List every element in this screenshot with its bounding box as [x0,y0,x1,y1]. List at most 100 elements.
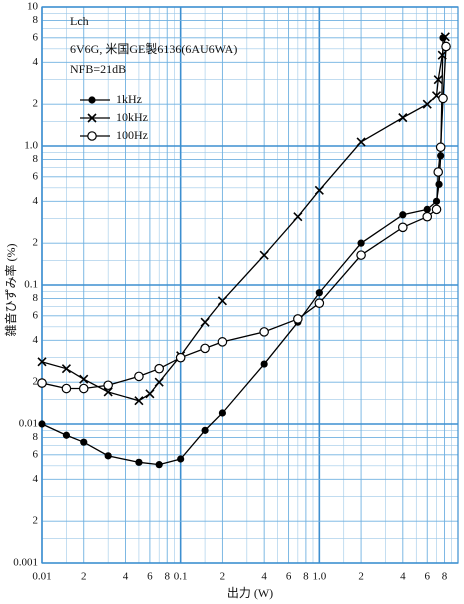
y-tick-label: 4 [33,56,39,68]
marker [177,455,185,463]
y-tick-label: 6 [33,170,39,182]
marker [37,378,47,388]
legend-marker [87,131,97,141]
marker [37,357,47,367]
marker [437,152,445,160]
marker [423,205,431,213]
marker [217,337,228,347]
legend-marker [88,96,96,104]
y-tick-label: 6 [33,309,39,321]
marker [200,317,210,327]
x-tick-label: 2 [358,571,364,583]
marker [441,41,451,52]
marker [218,409,227,417]
marker [435,180,443,188]
y-tick-label: 0.1 [24,279,38,291]
marker [135,458,143,466]
grid [41,6,458,564]
marker [293,314,303,324]
y-axis-label: 雑音ひずみ率 (%) [3,244,18,337]
x-tick-label: 8 [164,571,170,583]
marker [175,352,186,363]
marker [433,75,443,85]
marker [259,327,269,337]
marker [154,377,164,387]
y-tick-label: 8 [33,292,39,304]
y-tick-label: 0.001 [13,557,38,569]
marker [80,438,88,446]
marker [79,374,89,384]
legend-label: 1kHz [116,92,142,106]
marker [78,383,89,394]
y-tick-label: 1.0 [24,140,38,152]
y-tick-label: 4 [33,473,39,485]
marker [398,222,408,233]
y-tick-label: 6 [33,31,39,43]
marker [438,93,448,104]
marker [103,387,113,397]
x-axis-label: 出力 (W) [227,586,273,600]
marker [154,363,164,374]
marker [200,343,210,354]
y-tick-label: 2 [33,515,39,527]
x-tick-label: 4 [261,571,267,583]
note: NFB=21dB [70,62,126,76]
marker [61,383,72,394]
marker [398,113,408,123]
marker [201,426,209,434]
y-tick-label: 8 [33,14,39,26]
marker [399,211,407,219]
x-tick-label: 4 [123,571,129,583]
legend-label: 100Hz [116,128,148,142]
x-tick-label: 0.1 [174,571,188,583]
note: 6V6G, 米国GE製6136(6AU6WA) [70,42,237,56]
marker [356,137,366,147]
marker [422,99,432,109]
legend-marker [87,113,97,123]
marker [433,167,444,177]
series-line [41,37,444,466]
x-tick-label: 6 [147,571,153,583]
marker [314,298,325,308]
marker [356,250,366,260]
y-tick-label: 2 [33,98,39,110]
marker [357,239,365,247]
marker [293,212,303,222]
series-line [41,46,447,390]
marker [61,364,71,374]
x-tick-label: 8 [303,571,309,583]
marker [104,452,112,460]
marker [431,204,442,215]
y-tick-label: 6 [33,448,39,460]
marker [437,50,447,60]
plot-frame [41,6,459,564]
legend-label: 10kHz [116,110,148,124]
marker [259,250,269,260]
marker [103,380,113,391]
x-tick-label: 1.0 [312,571,326,583]
y-tick-label: 0.01 [19,418,38,430]
y-tick-label: 10 [27,1,39,13]
marker [422,211,433,222]
y-tick-label: 2 [33,376,39,388]
marker [62,431,71,439]
y-tick-label: 2 [33,237,39,249]
x-tick-label: 2 [81,571,87,583]
y-tick-label: 4 [33,195,39,207]
x-tick-label: 2 [220,571,226,583]
x-tick-label: 6 [424,571,430,583]
marker [217,296,227,306]
marker [155,461,163,469]
marker [134,396,144,406]
marker [315,289,323,297]
x-tick-label: 4 [400,571,406,583]
marker [134,371,144,382]
marker [38,420,46,428]
note: Lch [70,14,89,28]
y-tick-label: 8 [33,431,39,443]
marker [435,142,446,153]
marker [314,185,324,195]
x-tick-label: 6 [286,571,292,583]
x-tick-label: 8 [442,571,448,583]
